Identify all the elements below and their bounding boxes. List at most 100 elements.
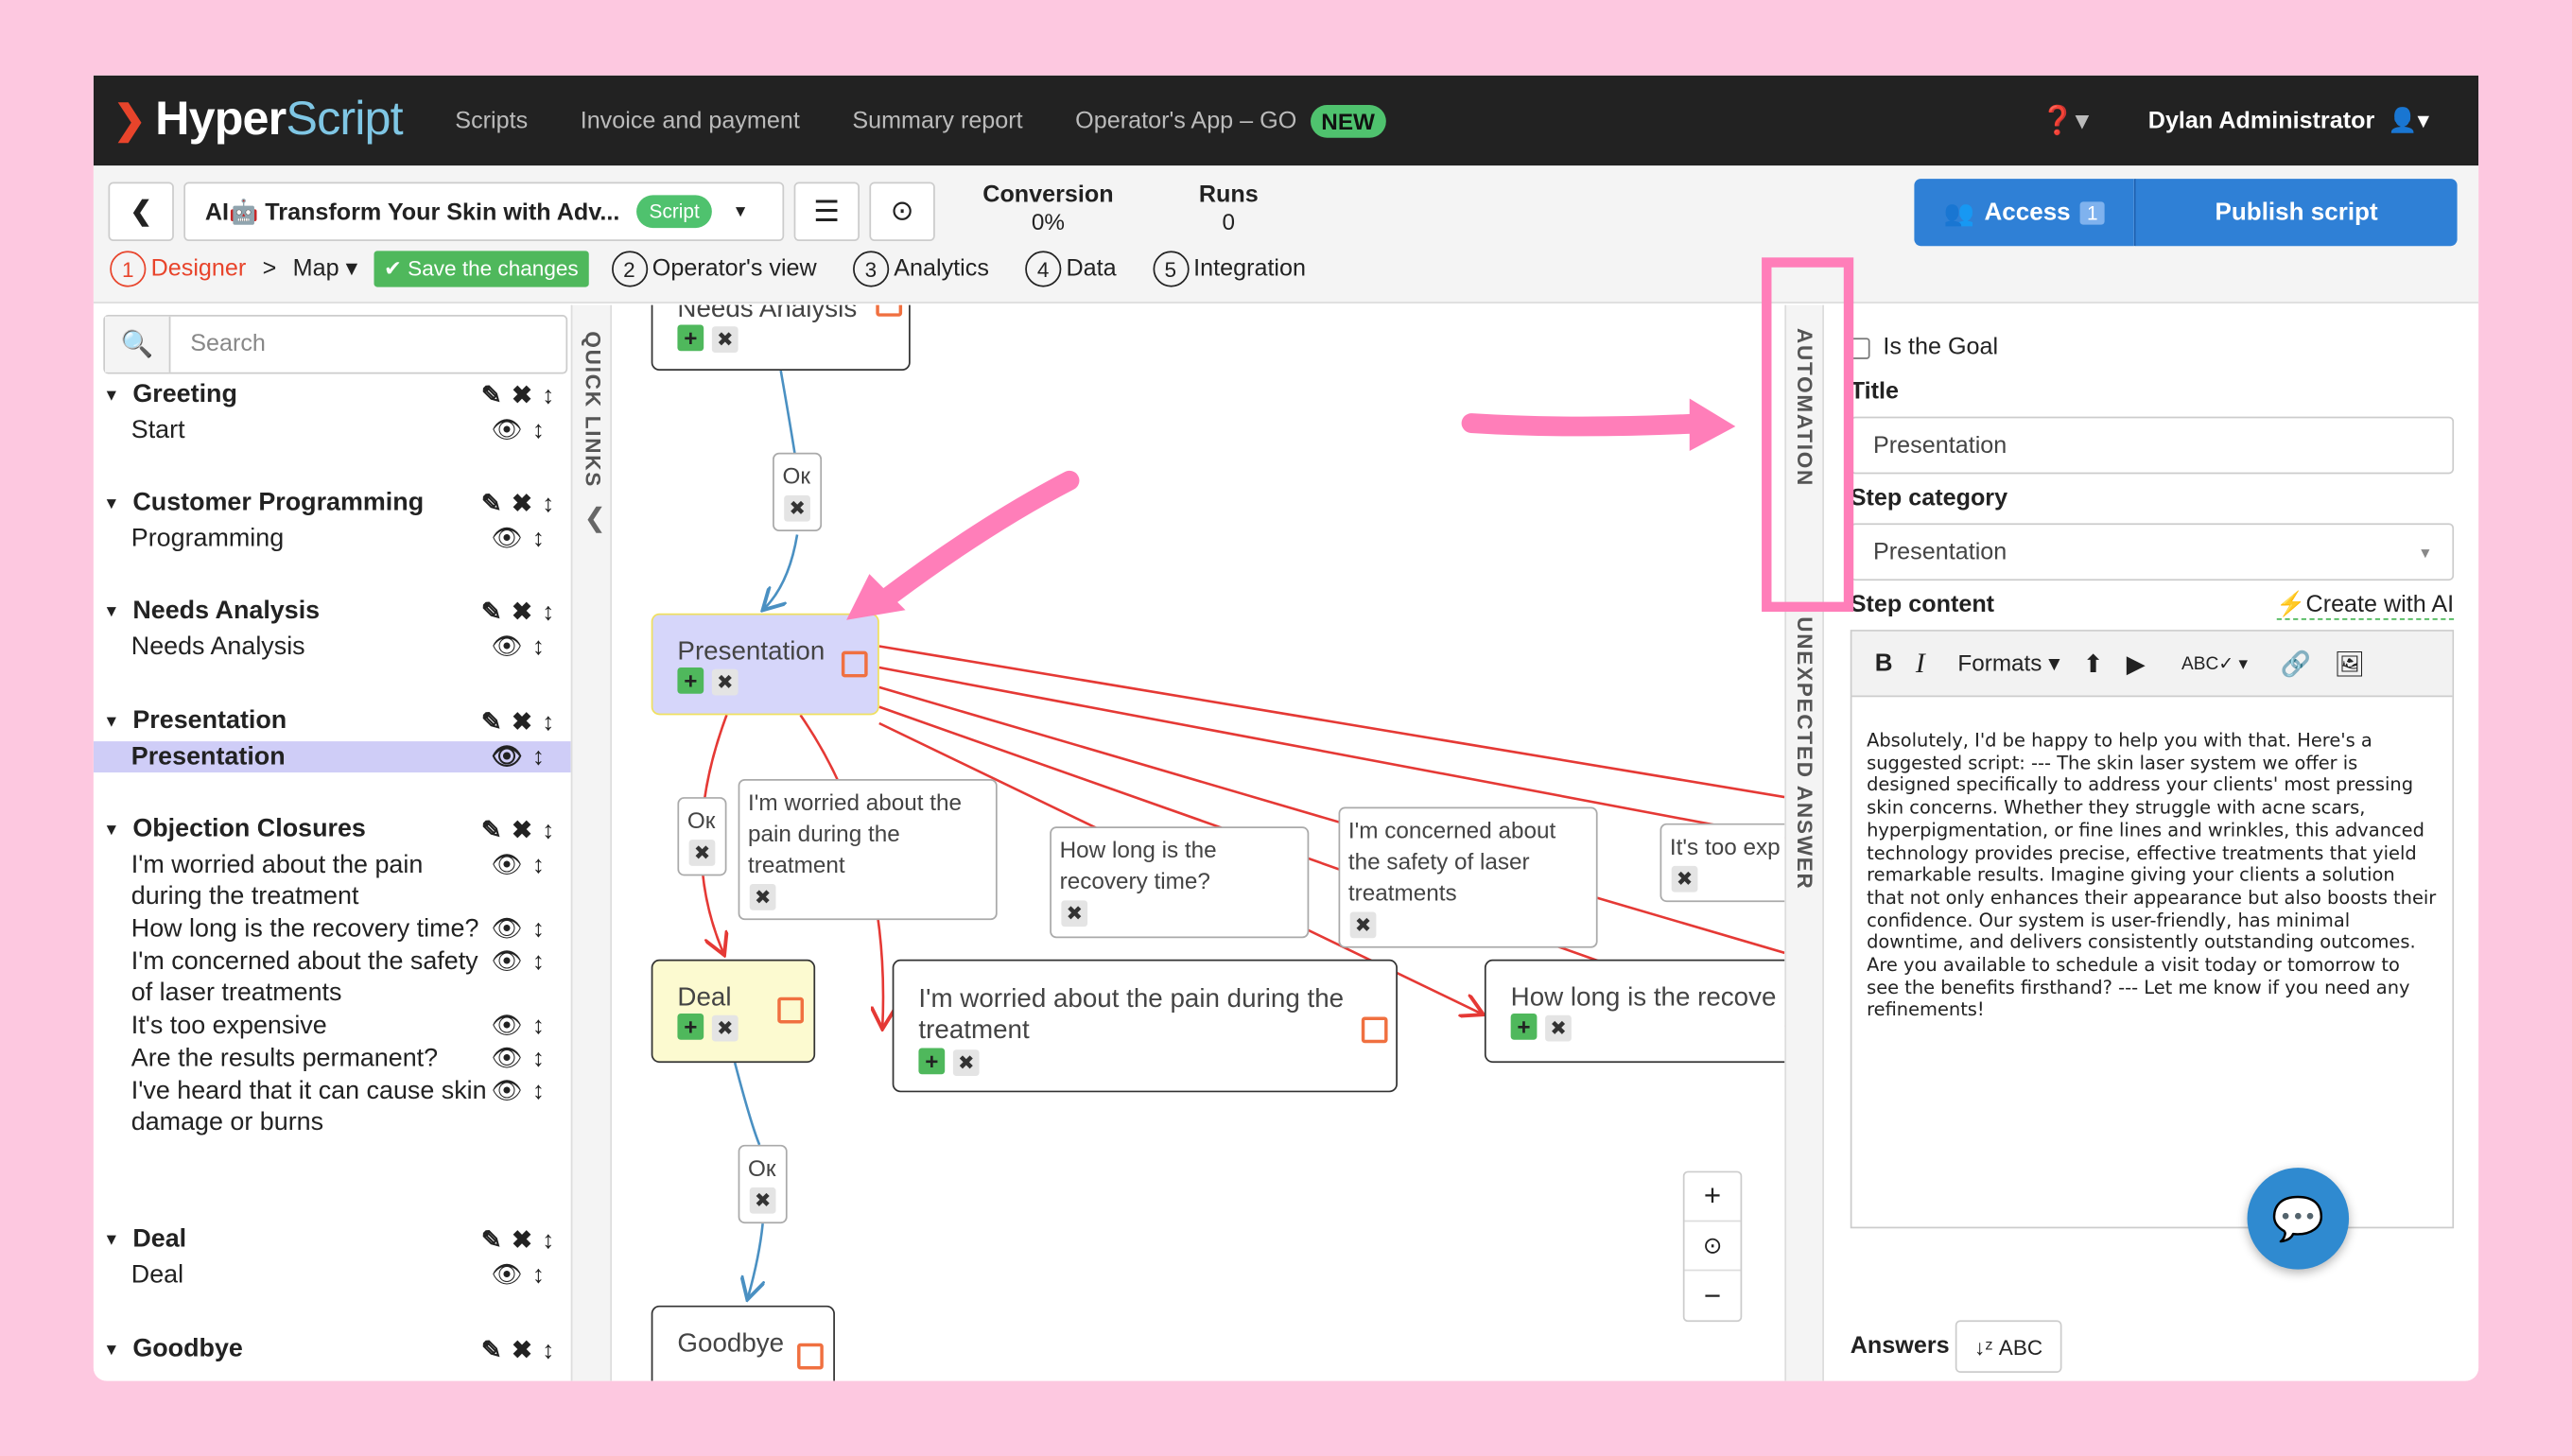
view-icon[interactable]: 👁↕ [491,1260,555,1290]
delete-icon[interactable]: ✖ [711,668,739,696]
nav-invoice[interactable]: Invoice and payment [580,107,800,134]
add-icon[interactable]: + [677,667,704,694]
search-box[interactable]: 🔍 Search [103,315,568,374]
node-deal[interactable]: Deal + ✖ [651,959,816,1064]
target-button[interactable]: ⊙ [869,182,935,242]
sidebar-item[interactable]: Are the results permanent? 👁↕ [130,1045,555,1073]
add-icon[interactable]: + [918,1048,946,1075]
search-input[interactable]: Search [190,331,266,358]
view-icon[interactable]: 👁↕ [491,914,555,944]
collapse-icon[interactable]: ❮ [583,505,606,533]
add-icon[interactable]: + [677,324,704,352]
nav-operators-app[interactable]: Operator's App – GO [1075,107,1297,134]
group-actions[interactable]: ✎✖↕ [480,1336,565,1365]
delete-icon[interactable]: ✖ [784,494,810,522]
group-actions[interactable]: ✎✖↕ [480,490,565,519]
node-how-long[interactable]: How long is the recove + ✖ [1484,959,1785,1064]
add-icon[interactable]: + [677,1014,704,1040]
node-worried-pain[interactable]: I'm worried about the pain during the tr… [892,959,1398,1093]
delete-icon[interactable]: ✖ [688,840,716,866]
step-operators-view[interactable]: 2 Operator's view [611,251,817,287]
group-actions[interactable]: ✎✖↕ [480,598,565,627]
group-actions[interactable]: ✎✖↕ [480,708,565,737]
bold-button[interactable]: B [1874,649,1893,678]
group-header[interactable]: ▼ Greeting ✎✖↕ [103,380,565,410]
user-menu[interactable]: Dylan Administrator [2147,107,2375,134]
delete-icon[interactable]: ✖ [749,1187,776,1214]
caret-down-icon[interactable]: ▼ [103,712,120,731]
answer-expensive[interactable]: It's too exp ✖ [1660,823,1785,903]
delete-icon[interactable]: ✖ [711,1014,739,1042]
zoom-in-button[interactable]: + [1684,1172,1741,1222]
view-icon[interactable]: 👁↕ [491,1077,555,1106]
script-selector[interactable]: AI🤖 Transform Your Skin with Adv... Scri… [183,182,785,242]
caret-down-icon[interactable]: ▼ [103,602,120,621]
image-icon[interactable]: 🖼 [2334,650,2366,679]
group-header[interactable]: ▼ Needs Analysis ✎✖↕ [103,597,565,627]
answer-how-long[interactable]: How long is the recovery time? ✖ [1050,826,1310,939]
view-icon[interactable]: 👁↕ [491,742,555,771]
node-presentation[interactable]: Presentation + ✖ [651,613,879,716]
access-button[interactable]: 👥 Access 1 [1914,179,2134,247]
spellcheck-icon[interactable]: ABC✓ ▾ [2181,654,2249,674]
save-changes-button[interactable]: ✔ Save the changes [374,251,589,287]
step-analytics[interactable]: 3 Analytics [852,251,989,287]
sidebar-item[interactable]: I've heard that it can cause skin damage… [130,1077,555,1137]
create-with-ai-link[interactable]: ⚡Create with AI [2276,592,2455,620]
delete-icon[interactable]: ✖ [1671,865,1698,893]
group-actions[interactable]: ✎✖↕ [480,382,565,410]
view-icon[interactable]: 👁↕ [491,1045,555,1073]
step-designer[interactable]: 1 Designer [110,251,246,287]
step-data[interactable]: 4 Data [1025,251,1117,287]
delete-icon[interactable]: ✖ [1545,1014,1572,1042]
answer-ok[interactable]: Ок ✖ [738,1144,788,1224]
group-header[interactable]: ▼ Objection Closures ✎✖↕ [103,815,565,845]
map-dropdown[interactable]: Map ▾ [292,255,358,283]
answer-ok[interactable]: Ок ✖ [677,797,727,876]
script-map-canvas[interactable]: Needs Analysis + ✖ Ок ✖ Presentation + ✖ Ок ✖ … [612,304,1785,1381]
chat-button[interactable]: 💬 [2247,1168,2350,1270]
group-header[interactable]: ▼ Goodbye ✎✖↕ [103,1335,565,1365]
caret-down-icon[interactable]: ▼ [103,1230,120,1249]
group-header[interactable]: ▼ Customer Programming ✎✖↕ [103,488,565,519]
step-content-text[interactable]: Absolutely, I'd be happy to help you wit… [1867,729,2437,1021]
answer-safety[interactable]: I'm concerned about the safety of laser … [1338,806,1598,948]
tab-unexpected-answer[interactable]: UNEXPECTED ANSWER [1793,616,1818,891]
publish-script-button[interactable]: Publish script [2133,179,2458,247]
step-category-select[interactable]: Presentation ▼ [1850,523,2455,581]
menu-button[interactable]: ☰ [793,182,860,242]
media-icon[interactable]: ▶ [2126,650,2146,679]
view-icon[interactable]: 👁↕ [491,851,555,879]
delete-icon[interactable]: ✖ [1349,911,1377,939]
tab-automation[interactable]: AUTOMATION [1793,327,1818,488]
node-goodbye[interactable]: Goodbye [651,1305,835,1381]
answer-worried[interactable]: I'm worried about the pain during the tr… [738,778,998,921]
zoom-out-button[interactable]: − [1703,1278,1722,1311]
add-icon[interactable]: + [1510,1014,1538,1040]
title-input[interactable]: Presentation [1850,416,2455,475]
is-goal-checkbox[interactable]: Is the Goal [1850,335,1998,361]
answer-ok[interactable]: Ок ✖ [773,452,823,532]
node-needs-analysis[interactable]: Needs Analysis + ✖ [651,304,911,372]
sidebar-item[interactable]: Start 👁↕ [130,416,555,445]
sidebar-item[interactable]: I'm concerned about the safety of laser … [130,947,555,1008]
logo[interactable]: ❯ Hyper Script [113,93,404,147]
nav-summary[interactable]: Summary report [852,107,1023,134]
view-icon[interactable]: 👁↕ [491,525,555,553]
sidebar-item[interactable]: It's too expensive 👁↕ [130,1012,555,1040]
caret-down-icon[interactable]: ▼ [103,386,120,405]
sidebar-item[interactable]: Deal 👁↕ [130,1260,555,1290]
sidebar-item[interactable]: Needs Analysis 👁↕ [130,633,555,662]
view-icon[interactable]: 👁↕ [491,416,555,445]
help-icon[interactable]: ❓▾ [2040,104,2090,136]
quick-links-tab[interactable]: QUICK LINKS ❮ [570,304,613,1381]
caret-down-icon[interactable]: ▼ [103,821,120,840]
group-header[interactable]: ▼ Presentation ✎✖↕ [103,706,565,737]
italic-button[interactable]: I [1915,647,1925,679]
view-icon[interactable]: 👁↕ [491,947,555,977]
nav-scripts[interactable]: Scripts [455,107,529,134]
formats-dropdown[interactable]: Formats ▾ [1957,649,2060,676]
sidebar-item[interactable]: Programming 👁↕ [130,525,555,553]
view-icon[interactable]: 👁↕ [491,633,555,662]
